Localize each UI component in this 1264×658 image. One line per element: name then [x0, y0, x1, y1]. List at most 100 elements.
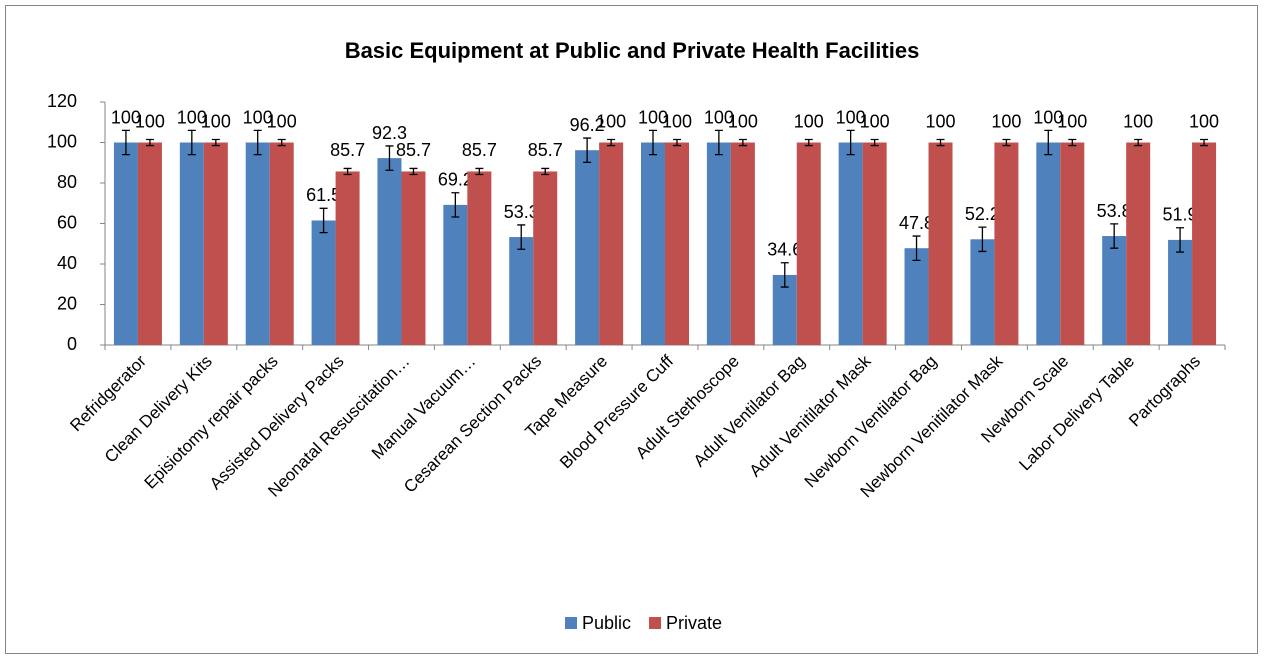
error-bar: [607, 138, 616, 147]
data-label: 69.2: [438, 170, 473, 190]
error-bar: [211, 138, 220, 147]
data-label: 51.9: [1163, 205, 1198, 225]
error-bar: [780, 262, 789, 288]
data-label: 100: [860, 111, 890, 131]
bar: [730, 142, 755, 345]
bar: [862, 142, 887, 345]
error-bar: [541, 167, 550, 176]
error-bar: [912, 235, 921, 262]
data-label: 52.2: [965, 204, 1000, 224]
y-tick-label: 80: [57, 172, 77, 192]
chart-title: Basic Equipment at Public and Private He…: [345, 38, 920, 63]
data-label: 85.7: [462, 140, 497, 160]
bar: [1126, 142, 1151, 345]
data-label: 100: [728, 111, 758, 131]
error-bar: [714, 129, 723, 156]
error-bar: [385, 145, 394, 171]
y-tick-label: 40: [57, 253, 77, 273]
bar: [467, 171, 492, 345]
bar: [575, 150, 600, 345]
data-label: 100: [1189, 111, 1219, 131]
bar: [401, 171, 426, 345]
bar: [137, 142, 162, 345]
error-bar: [936, 138, 945, 147]
data-label: 100: [111, 107, 141, 127]
bar: [245, 142, 270, 345]
legend-label: Public: [582, 613, 631, 633]
data-label: 100: [201, 111, 231, 131]
bar: [509, 237, 534, 345]
data-label: 100: [267, 111, 297, 131]
bar: [311, 220, 336, 345]
data-label: 34.6: [767, 240, 802, 260]
error-bar: [277, 138, 286, 147]
error-bar: [1002, 138, 1011, 147]
bar: [928, 142, 953, 345]
data-label: 100: [135, 111, 165, 131]
error-bar: [1044, 129, 1053, 156]
data-label: 100: [704, 107, 734, 127]
error-bar: [343, 167, 352, 176]
data-label: 100: [991, 111, 1021, 131]
error-bar: [1068, 138, 1077, 147]
data-label: 100: [1033, 107, 1063, 127]
data-label: 100: [794, 111, 824, 131]
error-bar: [1110, 223, 1119, 249]
bar: [796, 142, 821, 345]
data-label: 85.7: [330, 140, 365, 160]
data-label: 100: [638, 107, 668, 127]
bar: [335, 171, 360, 345]
bar: [377, 158, 402, 345]
error-bar: [187, 129, 196, 156]
data-label: 47.8: [899, 213, 934, 233]
error-bar: [673, 138, 681, 147]
bar: [1168, 239, 1193, 345]
error-bar: [1134, 138, 1143, 147]
data-label: 96.2: [570, 115, 605, 135]
bar: [443, 204, 468, 345]
error-bar: [121, 129, 130, 156]
error-bar: [583, 137, 592, 163]
error-bar: [1200, 138, 1209, 147]
bar: [533, 171, 558, 345]
bar: [599, 142, 624, 345]
error-bar: [319, 207, 328, 234]
y-tick-label: 60: [57, 212, 77, 232]
data-label: 100: [1057, 111, 1087, 131]
error-bar: [517, 224, 526, 250]
bar: [1192, 142, 1217, 345]
error-bar: [475, 167, 484, 176]
error-bar: [451, 192, 460, 218]
error-bar: [409, 167, 418, 176]
y-tick-label: 20: [57, 293, 77, 313]
y-tick-label: 120: [47, 91, 77, 111]
bar: [1036, 142, 1061, 345]
y-tick-label: 100: [47, 131, 77, 151]
legend-label: Private: [666, 613, 722, 633]
y-tick-label: 0: [67, 334, 77, 354]
bar: [269, 142, 294, 345]
legend-swatch: [565, 617, 577, 629]
bar: [706, 142, 731, 345]
data-label: 53.8: [1097, 201, 1132, 221]
error-bar: [870, 138, 879, 147]
error-bar: [145, 138, 154, 147]
legend-swatch: [649, 617, 662, 629]
data-label: 53.3: [504, 202, 539, 222]
data-label: 100: [1123, 111, 1153, 131]
error-bar: [253, 129, 262, 156]
data-label: 92.3: [372, 123, 407, 143]
bar: [838, 142, 863, 345]
data-label: 85.7: [396, 140, 431, 160]
bar: [994, 142, 1019, 345]
data-label: 100: [596, 111, 626, 131]
bar: [904, 248, 929, 345]
bar: [970, 239, 995, 345]
data-label: 100: [836, 107, 866, 127]
bar: [179, 142, 204, 345]
bar: [1060, 142, 1085, 345]
bar: [113, 142, 138, 345]
data-label: 100: [243, 107, 273, 127]
data-label: 100: [177, 107, 207, 127]
